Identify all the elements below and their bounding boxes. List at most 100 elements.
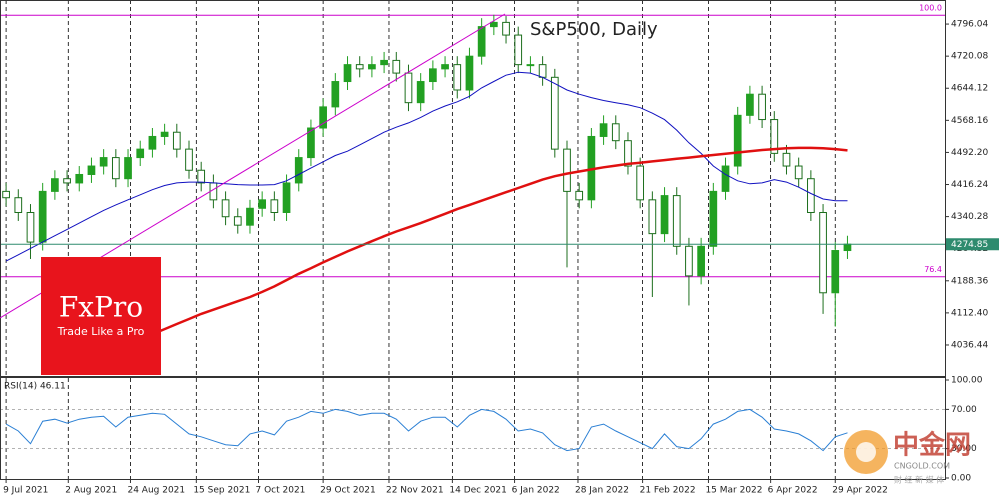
logo-brand: FxPro	[59, 291, 143, 324]
logo-slogan: Trade Like a Pro	[57, 325, 145, 338]
x-tick-label: 14 Dec 2021	[449, 486, 507, 496]
y-tick-label: 4796.04	[951, 20, 988, 30]
rsi-tick-label: 70.00	[951, 405, 977, 415]
candle-body	[770, 119, 779, 154]
y-tick-label: 4720.08	[951, 52, 988, 62]
candle-body	[87, 165, 96, 175]
x-tick-label: 2 Aug 2021	[65, 486, 117, 496]
candle-body	[831, 250, 840, 294]
candle-body	[38, 190, 47, 243]
candle-body	[282, 182, 291, 214]
candle-body	[51, 178, 59, 192]
candle-body	[380, 59, 388, 66]
candle-body	[599, 123, 608, 137]
level-label: 100.0	[919, 4, 942, 13]
candle-body	[489, 21, 498, 28]
candle-body	[441, 64, 449, 70]
candle-body	[550, 76, 559, 150]
candle-body	[63, 178, 71, 184]
x-tick-label: 29 Oct 2021	[320, 486, 376, 496]
x-tick-label: 6 Apr 2022	[768, 486, 818, 496]
candle-body	[526, 64, 535, 67]
candle-body	[160, 131, 169, 137]
candle-body	[697, 245, 705, 277]
watermark-name: 中金网	[893, 430, 971, 461]
candle-body	[685, 245, 693, 277]
candle-body	[465, 55, 474, 91]
candle-body	[14, 197, 23, 214]
candle-body	[404, 72, 413, 104]
price-frame	[0, 0, 946, 377]
candle-body	[270, 199, 279, 214]
x-tick-label: 24 Aug 2021	[127, 486, 185, 496]
rsi-tick-label: 30.00	[951, 444, 977, 454]
candle-body	[233, 216, 242, 226]
x-tick-label: 7 Oct 2021	[256, 486, 306, 496]
y-tick-label: 4492.20	[951, 148, 988, 158]
candle-body	[721, 165, 730, 192]
candle-body	[124, 157, 132, 180]
candle-body	[148, 135, 157, 150]
candle-body	[709, 190, 718, 247]
x-tick-label: 29 Apr 2022	[832, 486, 888, 496]
candle-body	[624, 140, 632, 167]
candle-body	[648, 199, 657, 235]
rsi-frame	[0, 377, 946, 480]
candle-body	[758, 93, 766, 121]
rsi-tick-label: 0.00	[951, 474, 971, 484]
watermark-tagline: 财 经 新 媒 体	[894, 475, 944, 485]
candle-body	[258, 199, 267, 209]
candle-body	[782, 152, 791, 167]
candle-body	[672, 195, 681, 247]
candle-body	[319, 106, 327, 129]
candle-body	[221, 199, 230, 218]
candle-body	[429, 68, 437, 83]
x-tick-label: 6 Jan 2022	[512, 486, 560, 496]
logo-box	[41, 257, 161, 375]
candle-body	[185, 148, 193, 171]
candle-body	[514, 34, 523, 66]
candle-body	[26, 212, 35, 243]
rsi-line	[5, 408, 848, 452]
y-tick-label: 4036.44	[951, 340, 988, 350]
candle-body	[307, 127, 315, 159]
candle-body	[453, 64, 462, 91]
candle-body	[392, 59, 401, 74]
candle-body	[538, 64, 547, 78]
candle-body	[197, 169, 206, 184]
rsi-tick-label: 100.00	[951, 376, 983, 386]
x-tick-label: 15 Sep 2021	[193, 486, 250, 496]
candle-body	[746, 93, 754, 116]
y-tick-label: 4112.40	[951, 308, 988, 318]
candle-body	[611, 123, 620, 142]
level-label: 76.4	[924, 265, 942, 274]
rsi-title: RSI(14) 46.11	[4, 382, 66, 392]
candle-body	[75, 173, 84, 184]
candle-body	[331, 81, 340, 108]
candle-body	[246, 207, 254, 226]
current-price-box	[946, 238, 999, 251]
candle-body	[843, 243, 852, 252]
candle-body	[343, 64, 352, 83]
candle-body	[733, 114, 742, 167]
grid: 100.0 76.4	[0, 0, 945, 479]
plot	[0, 14, 945, 452]
y-tick-label: 4340.28	[951, 212, 988, 222]
candle-body	[111, 157, 120, 180]
y-tick-label: 4416.24	[951, 180, 988, 190]
moving-average	[5, 71, 848, 262]
candle-body	[660, 195, 669, 235]
candle-body	[2, 190, 10, 199]
chart-title: S&P500, Daily	[530, 19, 658, 40]
candle-body	[575, 190, 584, 201]
candle-body	[502, 21, 510, 36]
x-tick-label: 9 Jul 2021	[3, 486, 48, 496]
candle-body	[136, 148, 145, 159]
candle-body	[636, 165, 645, 201]
candle-body	[807, 178, 815, 214]
candle-body	[355, 64, 364, 70]
current-price-label: 4274.85	[951, 240, 988, 250]
axes: 4796.04 4720.08 4644.12 4568.16 4492.20 4416.…	[3, 20, 999, 496]
